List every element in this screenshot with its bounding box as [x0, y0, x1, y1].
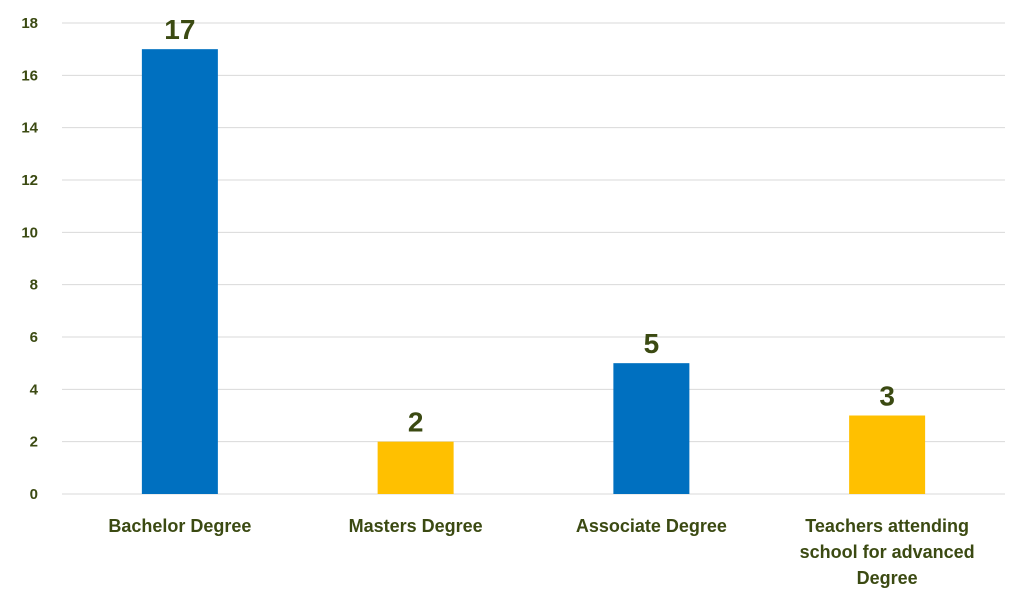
bar — [377, 441, 454, 494]
x-axis-category-labels: Bachelor Degree Masters Degree Associate D… — [108, 516, 974, 588]
bar — [613, 363, 690, 494]
data-label: 17 — [164, 14, 195, 45]
y-tick-label: 6 — [30, 329, 38, 346]
y-tick-label: 16 — [21, 67, 38, 84]
data-labels: 17 2 5 3 — [164, 14, 895, 438]
category-label: Associate Degree — [576, 516, 727, 536]
y-tick-label: 8 — [30, 277, 38, 294]
data-label: 2 — [408, 407, 424, 438]
category-label: school for advanced — [800, 542, 975, 562]
y-axis-tick-labels: 0 2 4 6 8 10 12 14 16 18 — [21, 15, 38, 503]
category-label: Degree — [857, 568, 918, 588]
y-tick-label: 14 — [21, 120, 38, 137]
y-tick-label: 10 — [21, 224, 38, 241]
data-label: 5 — [644, 328, 660, 359]
category-label: Masters Degree — [349, 516, 483, 536]
y-tick-label: 18 — [21, 15, 38, 32]
y-tick-label: 2 — [30, 434, 38, 451]
y-tick-label: 12 — [21, 172, 38, 189]
bars — [141, 49, 926, 495]
y-tick-label: 4 — [30, 381, 39, 398]
gridlines — [62, 22, 1005, 495]
y-tick-label: 0 — [30, 486, 38, 503]
data-label: 3 — [879, 381, 895, 412]
bar — [141, 49, 218, 495]
bar — [849, 415, 926, 494]
category-label: Bachelor Degree — [108, 516, 251, 536]
category-label: Teachers attending — [805, 516, 969, 536]
